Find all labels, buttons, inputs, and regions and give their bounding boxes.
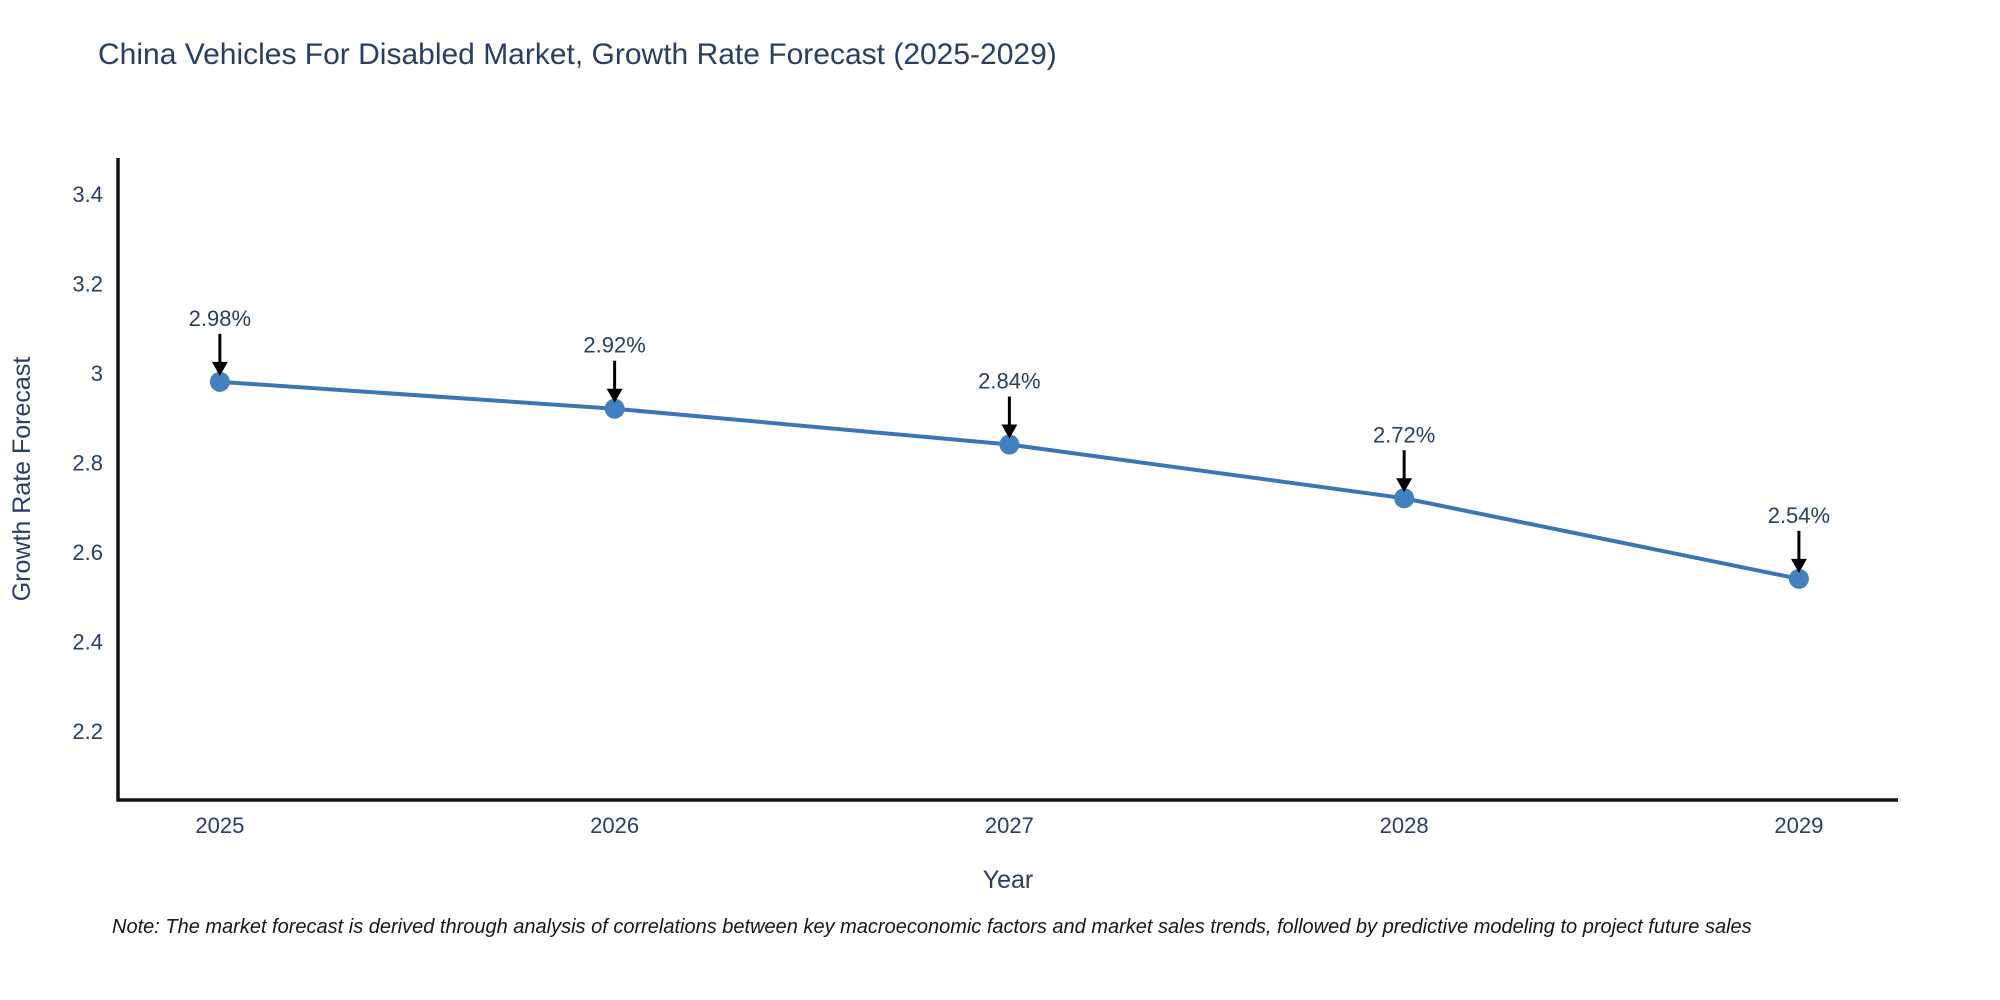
y-axis-tick-label: 3 [91,361,103,386]
footnote: Note: The market forecast is derived thr… [112,916,1752,938]
data-point-label: 2.92% [583,333,645,358]
chart-title: China Vehicles For Disabled Market, Grow… [98,38,1057,71]
annotation-arrowhead-icon [211,361,228,376]
y-axis-tick-label: 2.4 [72,630,103,655]
data-point-marker[interactable] [209,371,230,392]
x-axis-tick-label: 2029 [1774,813,1823,838]
annotation-arrowhead-icon [1001,424,1018,439]
data-point-label: 2.54% [1768,503,1830,528]
annotation-arrowhead-icon [1790,558,1807,573]
data-point-marker[interactable] [999,434,1020,455]
y-axis-title: Growth Rate Forecast [8,357,36,602]
data-point-marker[interactable] [604,398,625,419]
x-axis-tick-label: 2027 [985,813,1034,838]
data-point-label: 2.84% [978,369,1040,394]
axis-lines [116,158,1898,802]
data-point-label: 2.72% [1373,422,1435,447]
x-axis-tick-label: 2025 [195,813,244,838]
y-axis-tick-label: 3.2 [72,271,103,296]
y-axis-tick-label: 2.2 [72,719,103,744]
x-axis-tick-label: 2028 [1380,813,1429,838]
data-point-marker[interactable] [1788,568,1809,589]
x-axis-tick-label: 2026 [590,813,639,838]
data-point-marker[interactable] [1394,488,1415,509]
y-axis-tick-label: 2.6 [72,540,103,565]
annotation-arrowhead-icon [1396,478,1413,493]
annotation-arrowhead-icon [606,388,623,403]
data-point-label: 2.98% [189,306,251,331]
y-axis-tick-label: 3.4 [72,182,103,207]
y-axis-tick-label: 2.8 [72,450,103,475]
x-axis-title: Year [983,866,1034,894]
